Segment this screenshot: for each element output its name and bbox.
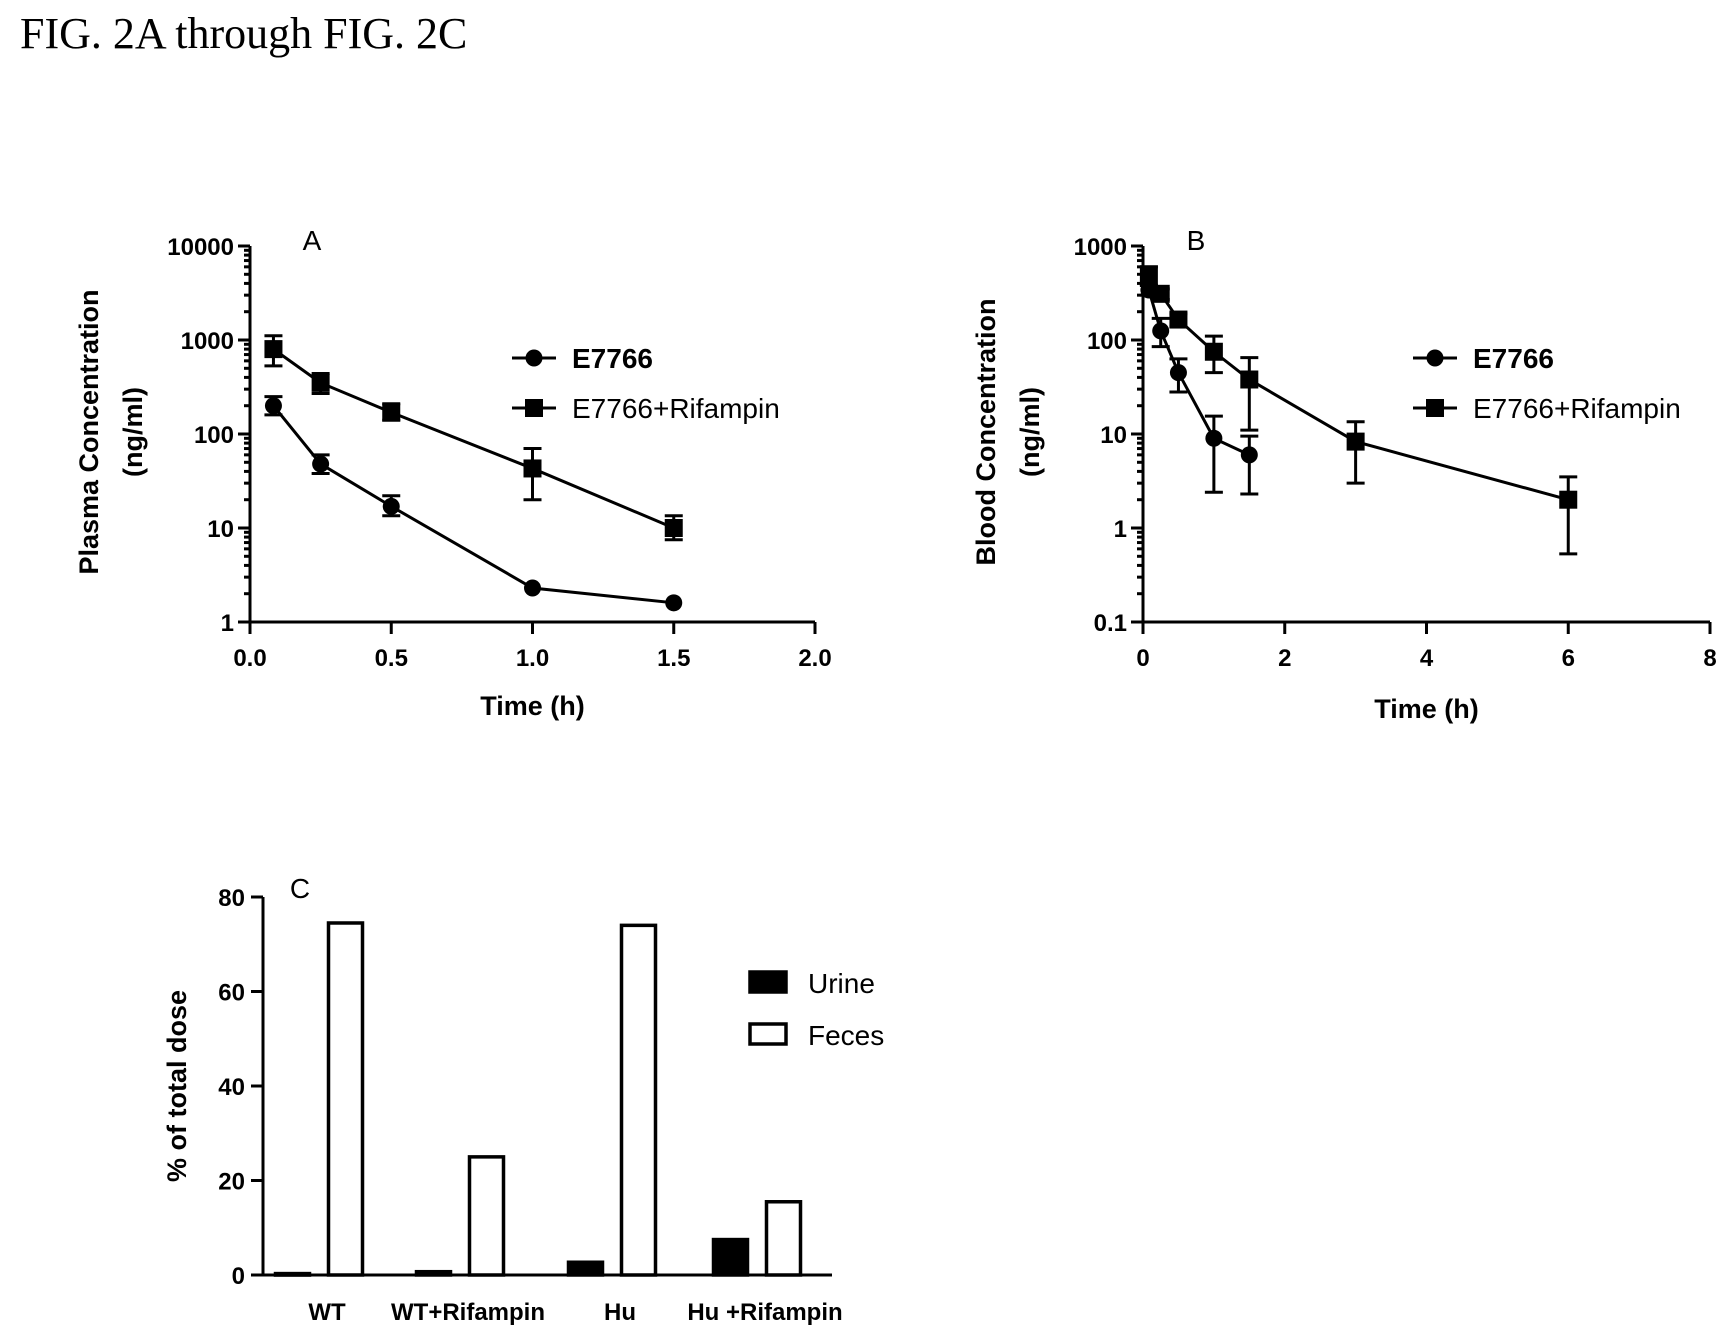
data-point	[382, 403, 401, 422]
x-tick-label: 2.0	[798, 645, 831, 672]
legend-label: E7766	[572, 343, 653, 374]
data-point	[311, 373, 330, 392]
y-axis-title: (ng/ml)	[118, 387, 148, 477]
data-point	[664, 519, 683, 537]
bar-feces	[326, 921, 365, 1277]
x-tick-label: 0.0	[233, 645, 266, 672]
y-tick-label: 1	[1114, 516, 1127, 543]
data-point	[1152, 322, 1170, 340]
y-tick-label: 60	[218, 980, 245, 1007]
y-tick-label: 10	[207, 516, 234, 543]
y-tick-label: 10000	[167, 234, 234, 261]
x-tick-label: 8	[1703, 645, 1716, 672]
x-category-label: Hu	[604, 1299, 636, 1326]
series-e7766	[264, 395, 683, 612]
y-tick-label: 100	[194, 422, 234, 449]
data-point	[1169, 310, 1188, 329]
legend-label: E7766+Rifampin	[1473, 393, 1681, 424]
bar-urine	[273, 1271, 312, 1277]
bar-urine	[414, 1269, 453, 1277]
y-tick-label: 0	[232, 1263, 245, 1290]
series-e7766-rifampin	[264, 334, 683, 542]
legend-swatch-urine	[748, 970, 788, 994]
x-tick-label: 2	[1278, 645, 1291, 672]
x-tick-label: 0	[1136, 645, 1149, 672]
y-tick-label: 100	[1087, 328, 1127, 355]
x-category-label: WT+Rifampin	[391, 1299, 545, 1326]
legend-marker	[525, 349, 543, 367]
y-tick-label: 1000	[181, 328, 234, 355]
data-point	[1559, 490, 1578, 509]
y-tick-label: 0.1	[1094, 610, 1127, 637]
data-point	[665, 594, 683, 612]
x-category-label: WT	[308, 1299, 346, 1326]
y-tick-label: 40	[218, 1074, 245, 1101]
legend-label: E7766+Rifampin	[572, 393, 780, 424]
x-tick-label: 4	[1420, 645, 1434, 672]
data-point	[1240, 446, 1258, 464]
figure-title: FIG. 2A through FIG. 2C	[20, 9, 468, 58]
y-axis-title: (ng/ml)	[1015, 387, 1045, 477]
series-line	[272, 347, 675, 530]
legend-swatch-feces	[748, 1022, 788, 1046]
chart-panel-a: 1 10 100 1000 10000 0.0 0.5 1.0 1.5 2.0 Time (h) Pl…	[74, 225, 832, 721]
bar-urine	[711, 1237, 750, 1277]
y-axis-title: Plasma Concentration	[74, 289, 104, 574]
chart-panel-c: 0 20 40 60 80 % of total dose C WT WT+Rifampin Hu…	[162, 873, 884, 1326]
y-tick-label: 1000	[1074, 234, 1127, 261]
legend-marker	[1426, 349, 1444, 367]
x-tick-label: 0.5	[375, 645, 408, 672]
panel-label: A	[303, 225, 322, 256]
y-axis-title: Blood Concentration	[971, 299, 1001, 566]
x-category-label: Hu +Rifampin	[687, 1299, 842, 1326]
data-point	[524, 579, 541, 597]
data-point	[264, 397, 282, 415]
x-tick-label: 6	[1562, 645, 1575, 672]
panel-label: B	[1187, 225, 1206, 256]
legend-marker	[1426, 399, 1444, 417]
x-axis-title: Time (h)	[1374, 694, 1479, 724]
bar-urine	[566, 1260, 605, 1277]
legend-marker	[525, 399, 543, 417]
data-point	[312, 455, 330, 473]
data-point	[264, 340, 283, 359]
data-point	[1240, 370, 1259, 389]
data-point	[382, 497, 400, 515]
series-line	[1147, 289, 1250, 457]
chart-panel-b: 0.1 1 10 100 1000 0 2 4 6 8 Time (h) Blood Concentr…	[971, 225, 1717, 724]
bar-feces	[764, 1200, 803, 1277]
data-point	[1346, 432, 1365, 451]
y-axis-title: % of total dose	[162, 990, 192, 1182]
x-axis-title: Time (h)	[480, 691, 585, 721]
legend-label: Feces	[808, 1020, 884, 1051]
data-point	[1139, 265, 1158, 284]
series-e7766-rifampin	[1139, 265, 1578, 556]
x-tick-label: 1.0	[516, 645, 549, 672]
panel-label: C	[290, 873, 310, 904]
data-point	[1169, 364, 1187, 382]
y-tick-label: 1	[221, 610, 234, 637]
bar-feces	[619, 923, 658, 1277]
bar-feces	[467, 1155, 506, 1277]
data-point	[1204, 342, 1223, 361]
x-tick-label: 1.5	[657, 645, 690, 672]
series-line	[1147, 273, 1569, 502]
y-tick-label: 20	[218, 1169, 245, 1196]
legend-label: E7766	[1473, 343, 1554, 374]
legend-label: Urine	[808, 968, 875, 999]
data-point	[1151, 284, 1170, 303]
y-tick-label: 10	[1100, 422, 1127, 449]
data-point	[523, 459, 542, 478]
y-tick-label: 80	[218, 885, 245, 912]
data-point	[1205, 429, 1223, 447]
